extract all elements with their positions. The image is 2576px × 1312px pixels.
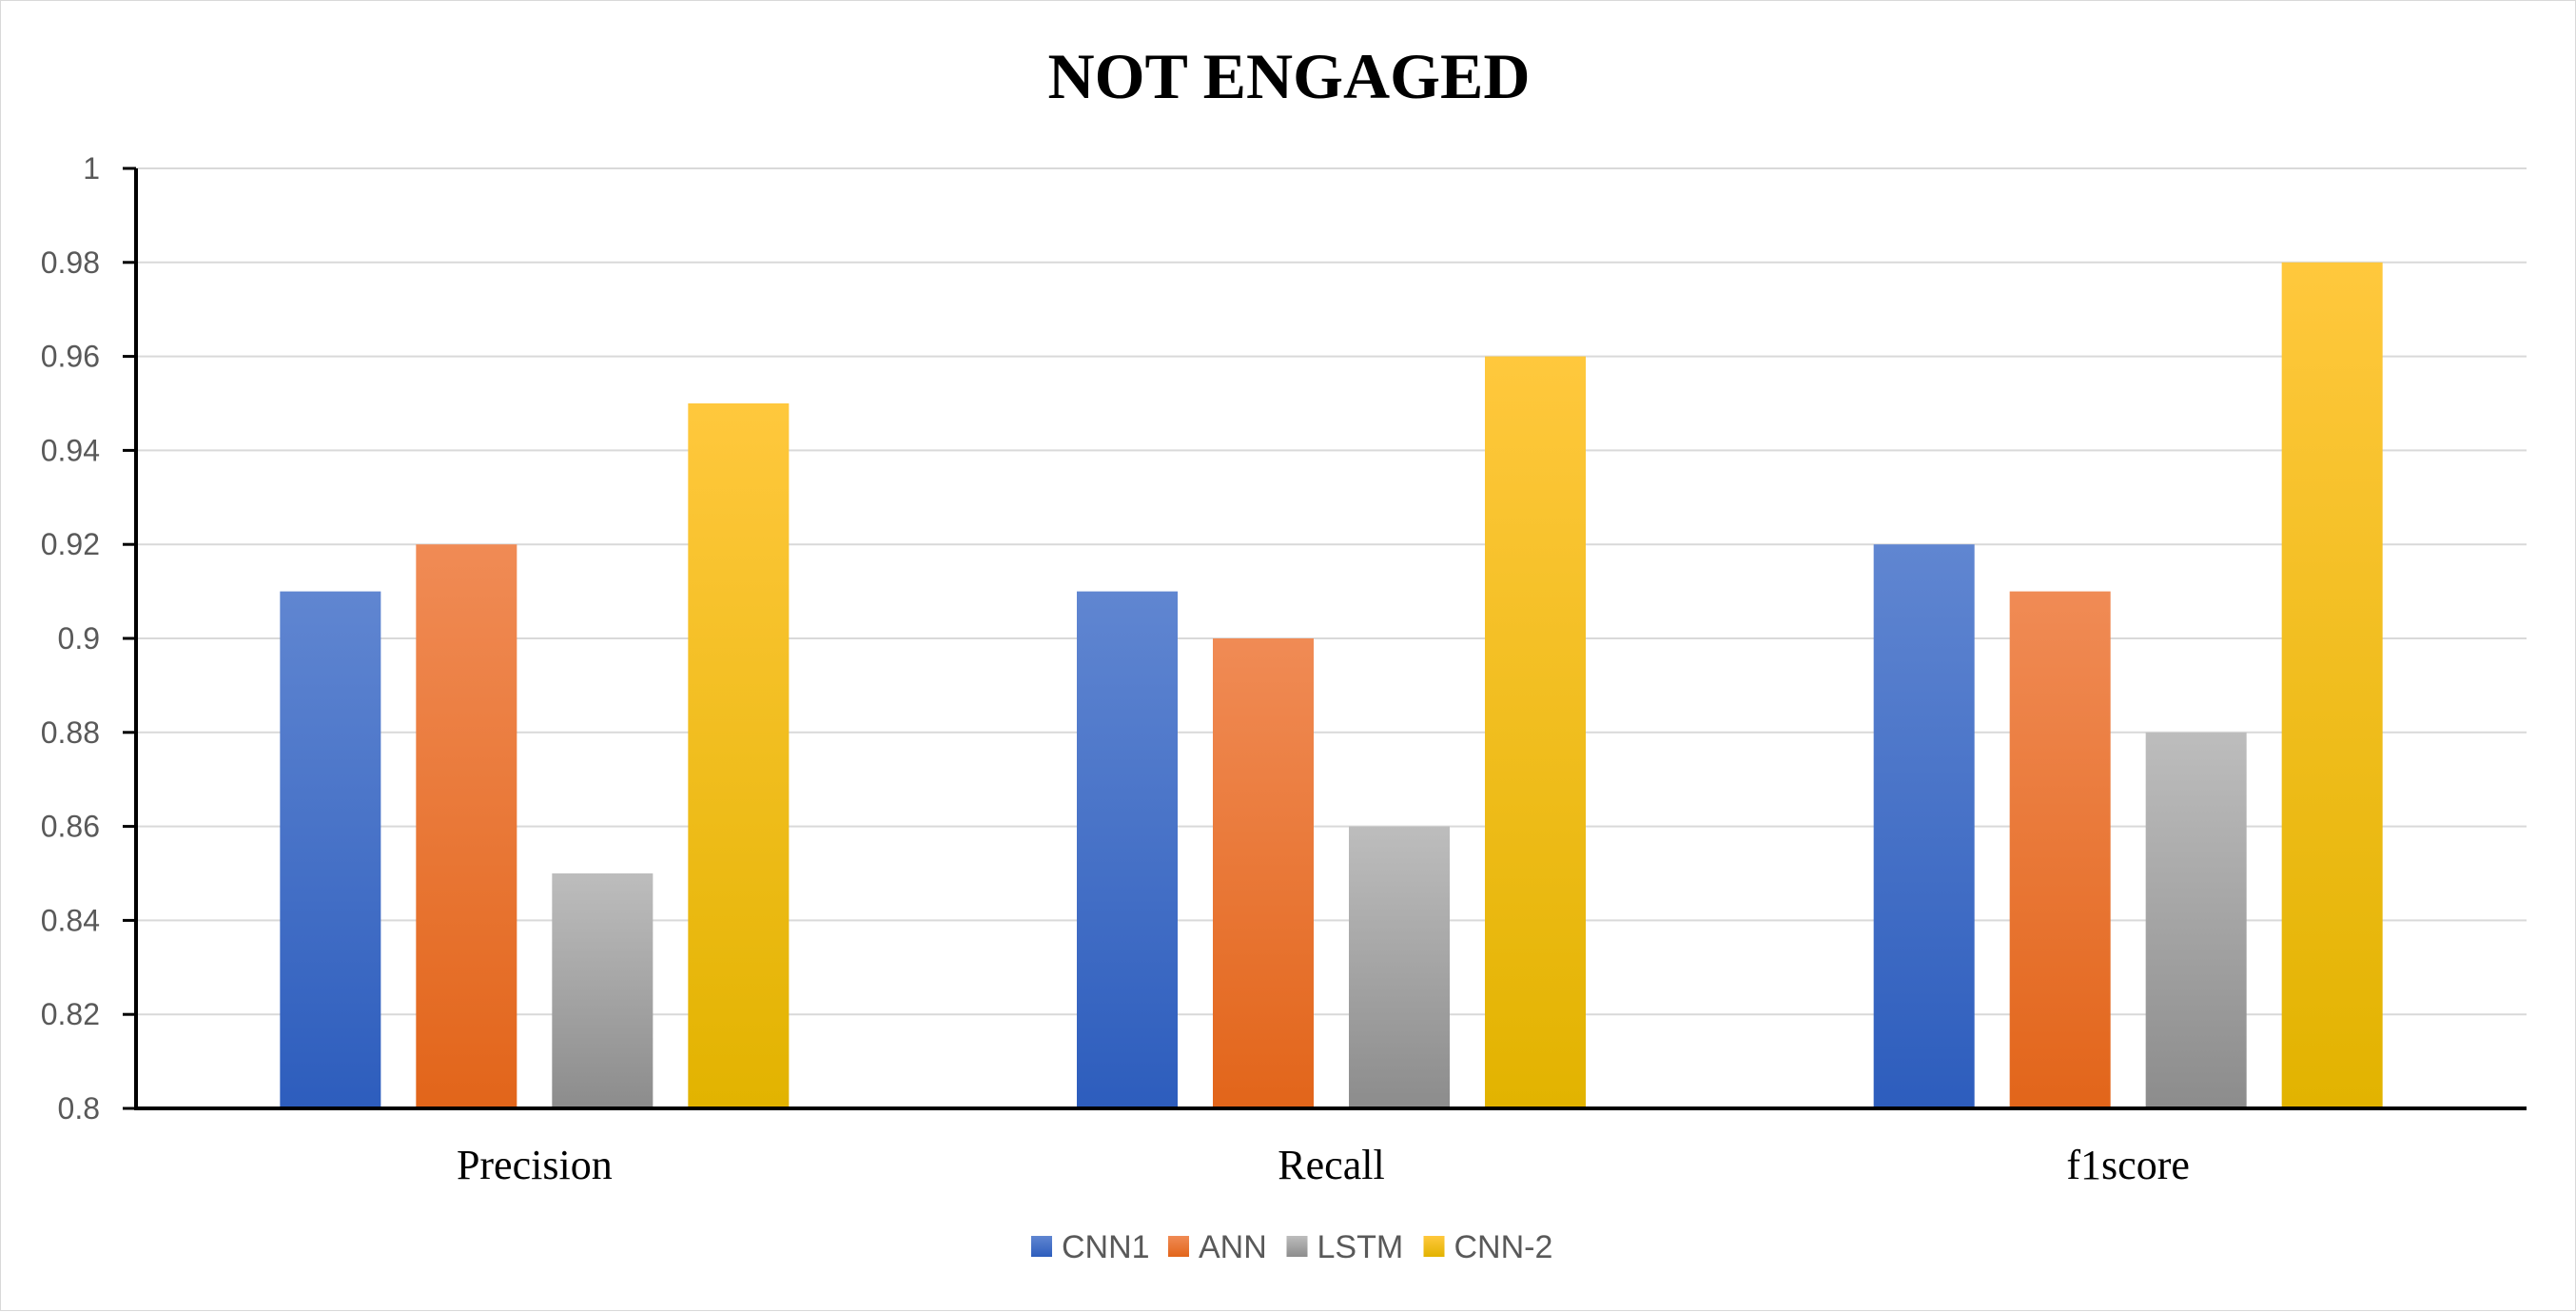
y-tick-label: 0.96 — [41, 340, 100, 374]
legend-item-cnn-2: CNN-2 — [1423, 1229, 1553, 1265]
bar-cnn-2-f1score — [2281, 262, 2383, 1108]
legend-label: CNN1 — [1062, 1229, 1150, 1265]
legend-label: ANN — [1199, 1229, 1267, 1265]
legend-swatch — [1031, 1236, 1052, 1257]
bar-lstm-f1score — [2145, 732, 2247, 1108]
bar-ann-f1score — [2009, 591, 2111, 1108]
legend-label: CNN-2 — [1454, 1229, 1553, 1265]
x-tick-label: f1score — [2066, 1142, 2190, 1188]
y-tick-label: 0.92 — [41, 527, 100, 561]
legend-swatch — [1423, 1236, 1445, 1257]
bar-ann-recall — [1213, 638, 1314, 1108]
bar-cnn-2-recall — [1485, 356, 1586, 1109]
bar-lstm-precision — [552, 873, 654, 1108]
bar-lstm-recall — [1349, 826, 1450, 1108]
gridlines — [136, 167, 2527, 1016]
bar-cnn1-f1score — [1873, 544, 1975, 1108]
legend-swatch — [1168, 1236, 1189, 1257]
axes — [123, 166, 2527, 1110]
y-tick-label: 0.82 — [41, 997, 100, 1031]
x-tick-label: Recall — [1278, 1142, 1384, 1188]
bar-cnn1-recall — [1077, 591, 1178, 1108]
y-tick-label: 0.98 — [41, 245, 100, 280]
legend-label: LSTM — [1317, 1229, 1404, 1265]
y-tick-label: 0.86 — [41, 810, 100, 844]
y-tick-label: 0.9 — [58, 621, 100, 656]
legend-swatch — [1286, 1236, 1308, 1257]
y-tick-label: 0.94 — [41, 433, 100, 467]
x-axis-ticks: Precision Recall f1score — [457, 1142, 2190, 1188]
x-tick-label: Precision — [457, 1142, 613, 1188]
legend-item-cnn1: CNN1 — [1031, 1229, 1150, 1265]
legend-item-lstm: LSTM — [1286, 1229, 1404, 1265]
legend: CNN1 ANN LSTM CNN-2 — [1031, 1229, 1552, 1265]
legend-item-ann: ANN — [1168, 1229, 1267, 1265]
bars — [280, 262, 2383, 1109]
bar-cnn-2-precision — [688, 403, 790, 1108]
y-axis-ticks: 0.8 0.82 0.84 0.86 0.88 0.9 0.92 0.94 0.96 0.98 1 — [41, 151, 100, 1126]
y-tick-label: 0.84 — [41, 903, 100, 937]
bar-ann-precision — [416, 544, 517, 1108]
chart-title: NOT ENGAGED — [1048, 40, 1531, 112]
y-tick-label: 0.8 — [58, 1091, 100, 1126]
bar-cnn1-precision — [280, 591, 381, 1108]
y-tick-label: 0.88 — [41, 715, 100, 750]
y-tick-label: 1 — [83, 151, 100, 186]
